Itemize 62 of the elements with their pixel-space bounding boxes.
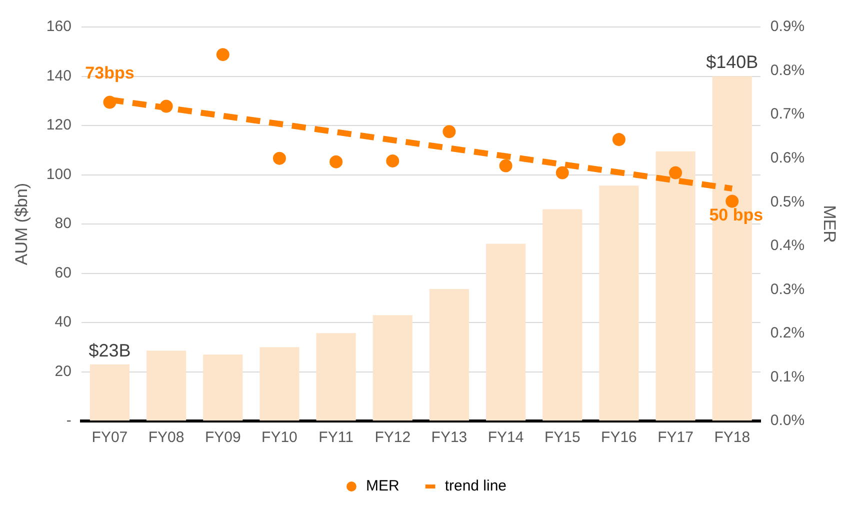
x-tick-label: FY11 <box>318 429 354 446</box>
bar <box>599 186 639 420</box>
y-tick-label: 160 <box>46 18 72 36</box>
y2-tick-label: 0.5% <box>770 193 805 210</box>
legend-label: trend line <box>444 478 507 495</box>
bar <box>486 244 526 420</box>
x-tick-label: FY10 <box>262 429 298 446</box>
y2-tick-label: 0.2% <box>770 324 805 342</box>
point <box>669 166 682 180</box>
x-tick-label: FY15 <box>544 429 580 446</box>
point <box>216 48 230 62</box>
annotation: 73bps <box>85 63 134 82</box>
y2-axis-title: MER <box>820 205 840 243</box>
legend-label: MER <box>366 478 400 495</box>
y2-tick-label: 0.0% <box>770 412 805 430</box>
x-tick-label: FY13 <box>431 429 468 446</box>
x-tick-label: FY18 <box>714 429 750 446</box>
point <box>442 125 456 138</box>
y2-tick-label: 0.9% <box>770 18 805 36</box>
point <box>612 133 626 146</box>
bar <box>656 151 696 420</box>
y2-tick-label: 0.1% <box>770 368 805 386</box>
y2-tick-label: 0.3% <box>770 280 805 298</box>
bar <box>316 333 356 420</box>
x-tick-label: FY07 <box>92 429 128 446</box>
bar <box>90 364 130 420</box>
bar <box>372 315 412 420</box>
point <box>160 100 173 113</box>
y-tick-label: 20 <box>54 362 72 380</box>
y2-tick-label: 0.8% <box>770 62 805 79</box>
bar <box>429 289 470 420</box>
point <box>499 159 512 172</box>
bar <box>260 347 300 420</box>
bar <box>146 350 186 420</box>
y-axis-title: AUM ($bn) <box>12 182 31 266</box>
y-tick-label: 60 <box>54 264 72 282</box>
data-label: $140B <box>706 52 758 72</box>
x-tick-label: FY08 <box>148 429 184 446</box>
data-label: $23B <box>88 340 131 360</box>
x-tick-label: FY16 <box>601 429 637 446</box>
bar <box>203 354 243 420</box>
annotation: 50 bps <box>709 205 764 224</box>
y-tick-label: 80 <box>54 215 72 232</box>
y-tick-label: 40 <box>54 314 72 331</box>
bar <box>542 209 582 420</box>
point <box>272 152 286 165</box>
x-tick-label: FY12 <box>374 429 411 446</box>
y-tick-label: - <box>66 412 72 430</box>
y-tick-label: 120 <box>46 116 72 134</box>
point <box>726 194 739 208</box>
point <box>386 154 400 168</box>
y2-tick-label: 0.6% <box>770 149 805 166</box>
point <box>330 155 343 168</box>
x-tick-label: FY17 <box>658 429 694 446</box>
y-tick-label: 100 <box>46 166 72 183</box>
point <box>556 166 569 180</box>
x-tick-label: FY14 <box>488 429 524 446</box>
y2-tick-label: 0.4% <box>770 237 805 254</box>
point <box>103 96 116 109</box>
y2-tick-label: 0.7% <box>770 106 805 123</box>
y-tick-label: 140 <box>46 67 72 84</box>
x-tick-label: FY09 <box>204 429 241 446</box>
